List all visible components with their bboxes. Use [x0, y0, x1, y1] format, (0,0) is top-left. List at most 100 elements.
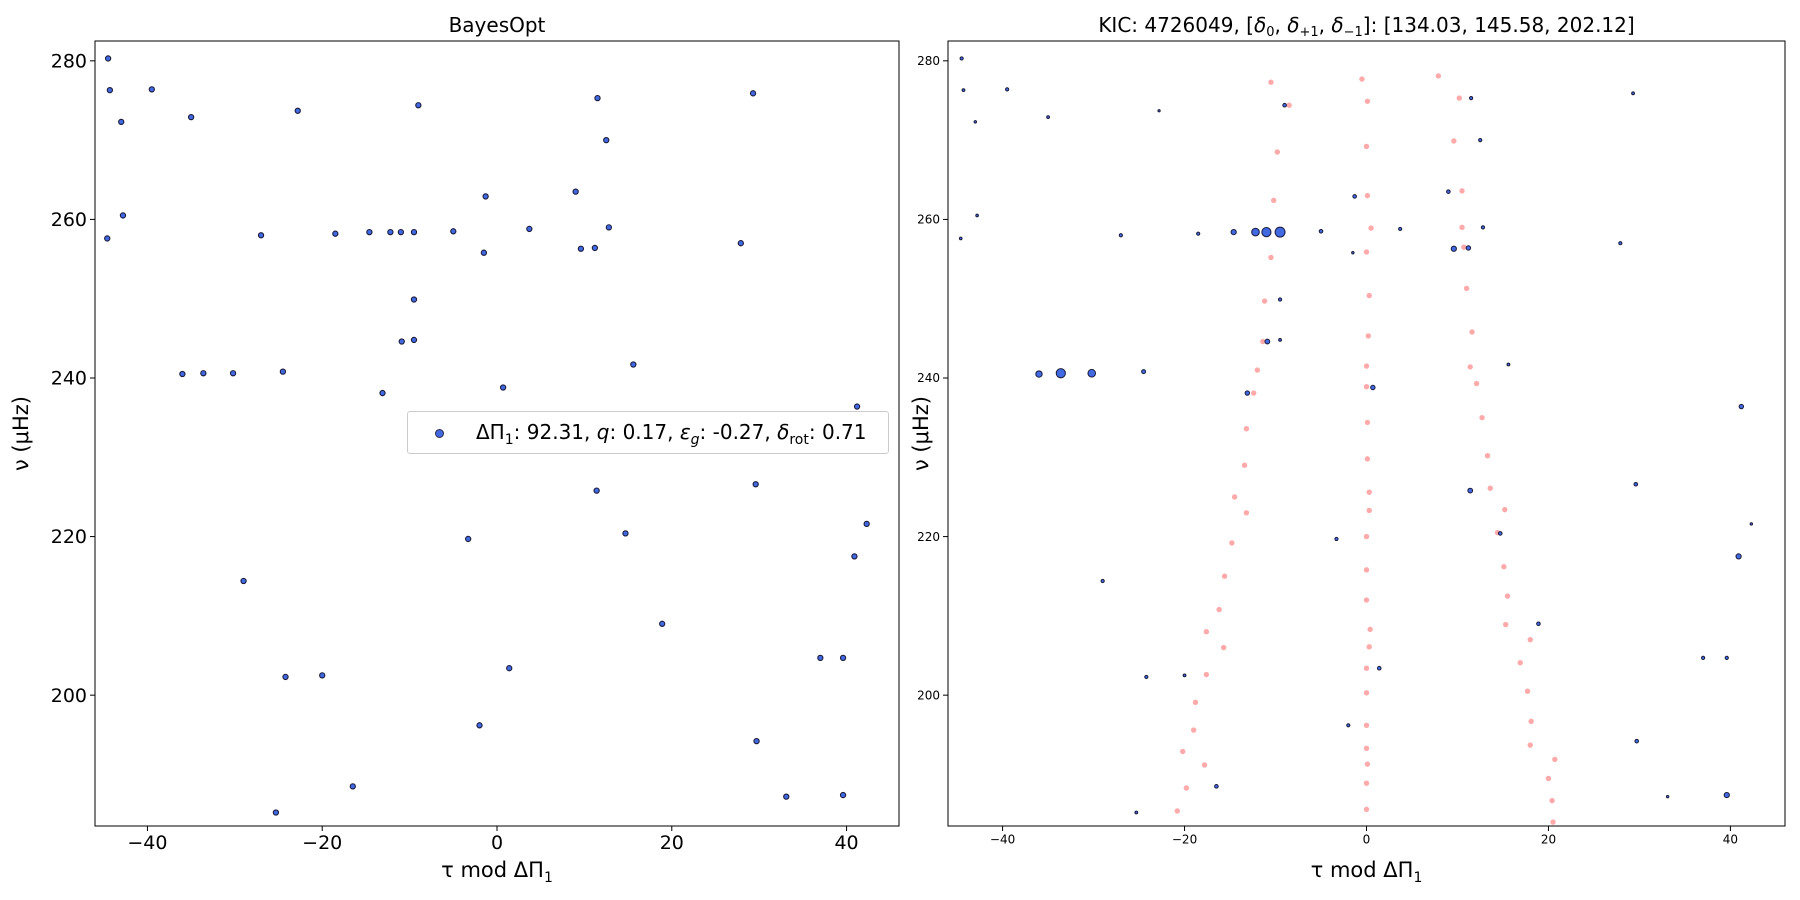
- observed-point: [1376, 665, 1382, 671]
- observed-point: [1398, 226, 1403, 232]
- model-point: [1363, 384, 1370, 390]
- observed-point: [1214, 784, 1219, 789]
- observed-point: [1701, 655, 1706, 660]
- model-point: [1451, 138, 1457, 144]
- observed-point: [1334, 536, 1339, 542]
- data-point: [753, 738, 760, 745]
- observed-point: [1465, 245, 1472, 251]
- observed-point: [1480, 225, 1486, 230]
- x-tick-label: −20: [1172, 833, 1197, 847]
- observed-point: [1005, 87, 1010, 92]
- legend-label: ΔΠ1: 92.31, q: 0.17, εg: -0.27, δrot: 0.…: [476, 420, 867, 448]
- data-point: [282, 673, 289, 681]
- model-point: [1271, 197, 1277, 204]
- model-point: [1221, 573, 1228, 579]
- model-point: [1456, 95, 1462, 101]
- observed-point: [1251, 227, 1260, 237]
- data-point: [229, 370, 237, 377]
- observed-point: [1536, 621, 1541, 627]
- model-point: [1203, 671, 1210, 678]
- x-tick-label: −40: [990, 833, 1015, 847]
- observed-point: [1446, 189, 1451, 194]
- model-point: [1241, 462, 1248, 468]
- observed-point: [1244, 390, 1251, 396]
- observed-point: [1264, 338, 1271, 345]
- data-point: [817, 654, 824, 662]
- model-point: [1528, 718, 1534, 725]
- model-point: [1364, 419, 1371, 426]
- model-point: [1216, 606, 1222, 613]
- data-point: [605, 224, 613, 231]
- model-point: [1367, 626, 1373, 633]
- data-point: [415, 102, 422, 109]
- legend-marker: [435, 429, 444, 438]
- observed-point: [1141, 369, 1147, 375]
- data-point: [499, 384, 507, 391]
- data-point: [179, 370, 186, 378]
- model-point: [1463, 285, 1470, 292]
- model-point: [1473, 380, 1480, 387]
- data-point: [863, 520, 870, 528]
- model-point: [1366, 489, 1372, 495]
- model-point: [1229, 540, 1235, 546]
- model-point: [1363, 745, 1370, 751]
- model-point: [1527, 742, 1533, 748]
- model-point: [1201, 762, 1208, 768]
- observed-point: [1497, 531, 1503, 536]
- observed-point: [1046, 115, 1050, 120]
- model-point: [1363, 690, 1370, 696]
- data-point: [148, 86, 155, 93]
- model-point: [1183, 785, 1190, 791]
- model-point: [1363, 665, 1370, 671]
- data-point: [749, 90, 757, 97]
- observed-point: [1035, 370, 1043, 378]
- model-point: [1192, 699, 1199, 706]
- data-point: [279, 368, 287, 375]
- observed-point: [961, 88, 966, 93]
- observed-point: [1723, 791, 1730, 799]
- data-point: [332, 230, 339, 237]
- y-tick-label: 280: [51, 50, 87, 72]
- data-point: [752, 481, 759, 488]
- data-point: [379, 389, 386, 397]
- x-tick-label: 20: [1541, 833, 1556, 847]
- legend: ΔΠ1: 92.31, q: 0.17, εg: -0.27, δrot: 0.…: [407, 411, 889, 454]
- data-point: [410, 336, 418, 344]
- data-point: [387, 228, 394, 236]
- data-point: [577, 245, 585, 252]
- data-point: [450, 228, 457, 235]
- model-point: [1363, 597, 1370, 603]
- y-tick-label: 280: [917, 54, 940, 68]
- data-point: [366, 228, 373, 236]
- observed-point: [1277, 297, 1283, 302]
- data-point: [410, 296, 418, 303]
- model-point: [1487, 485, 1493, 491]
- observed-point: [1724, 655, 1729, 660]
- model-point: [1220, 644, 1227, 651]
- model-point: [1552, 756, 1558, 763]
- data-point: [118, 118, 125, 126]
- data-point: [506, 665, 513, 672]
- observed-point: [1631, 91, 1635, 96]
- y-tick-label: 200: [917, 688, 940, 702]
- observed-point: [1134, 810, 1139, 815]
- observed-point: [1318, 229, 1324, 234]
- model-point: [1261, 298, 1268, 304]
- observed-point: [1055, 368, 1066, 379]
- model-point: [1366, 644, 1372, 650]
- data-point: [839, 791, 847, 799]
- model-point: [1363, 249, 1370, 255]
- kic-panel: −40 −20 0 20 40 200 220 240 260 280 τ mod ΔΠ1 ν (μH…: [909, 13, 1786, 886]
- observed-point: [1738, 403, 1745, 410]
- model-point: [1363, 533, 1370, 540]
- model-point: [1527, 636, 1533, 643]
- data-point: [187, 113, 195, 121]
- x-tick-label: 40: [1723, 833, 1738, 847]
- model-point: [1501, 564, 1507, 570]
- observed-point: [1182, 673, 1187, 678]
- data-point: [603, 136, 610, 144]
- model-point: [1363, 567, 1370, 573]
- data-point: [526, 225, 533, 233]
- model-point: [1243, 510, 1250, 516]
- y-tick-label: 200: [51, 685, 87, 707]
